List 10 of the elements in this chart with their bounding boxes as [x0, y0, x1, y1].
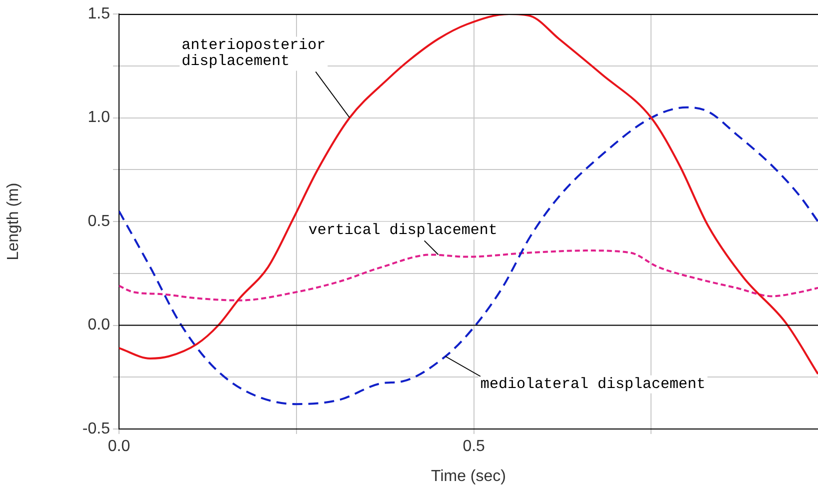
y-tick-label: 1.0 — [88, 109, 110, 126]
y-tick-label: 0.5 — [88, 212, 110, 230]
annotation: anterioposterior displacement — [182, 37, 326, 70]
annotation: mediolateral displacement — [480, 376, 706, 393]
y-axis-title: Length (m) — [5, 182, 22, 260]
x-axis-title: Time (sec) — [431, 468, 506, 485]
annotation: vertical displacement — [308, 222, 498, 240]
y-tick-label: 1.5 — [88, 5, 110, 22]
y-tick-label: 0.0 — [88, 316, 110, 334]
y-tick-label: -0.5 — [82, 420, 110, 438]
